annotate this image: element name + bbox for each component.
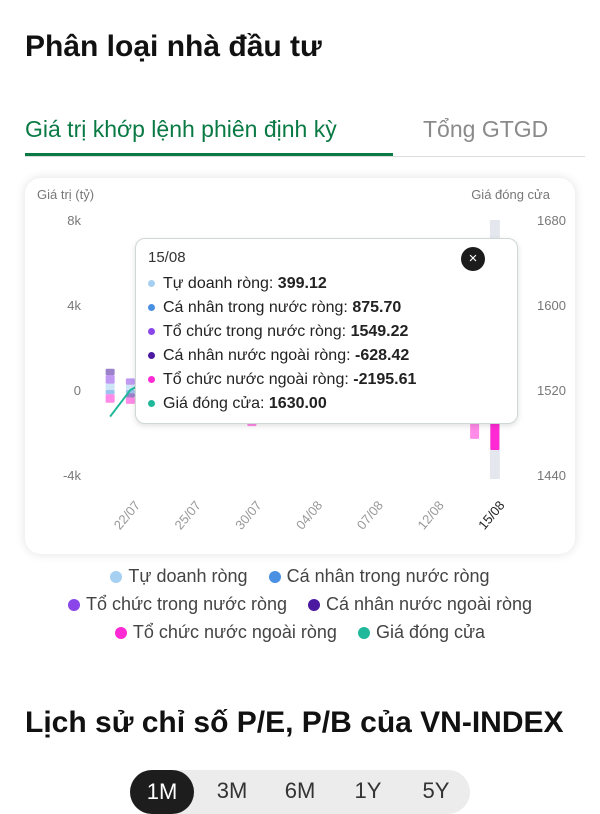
legend-label: Giá đóng cửa (375, 622, 486, 642)
tooltip-date: 15/08 (148, 249, 186, 266)
tooltip-value: 875.70 (352, 299, 402, 316)
chart-tooltip: 15/08 × Tự doanh ròng: 399.12 Cá nhân tr… (135, 238, 518, 424)
legend-label: Tự doanh ròng (128, 566, 248, 586)
bar-segment (125, 397, 135, 404)
legend-item-ca-nhan-nuoc-ngoai[interactable]: Cá nhân nước ngoài ròng (308, 594, 532, 615)
legend-row-3: Tổ chức nước ngoài ròng Giá đóng cửa (0, 622, 600, 643)
legend-label: Cá nhân trong nước ròng (286, 566, 490, 586)
right-tick-label: 1520 (537, 383, 566, 398)
tooltip-label: Giá đóng cửa: (163, 395, 265, 412)
x-tick-label: 30/07 (232, 498, 264, 533)
x-tick-label: 25/07 (171, 498, 203, 533)
tooltip-value: -628.42 (355, 347, 410, 364)
legend-dot-icon (110, 571, 123, 583)
tooltip-value: 1630.00 (268, 395, 327, 412)
period-5y[interactable]: 5Y (422, 778, 450, 803)
tooltip-label: Cá nhân nước ngoài ròng: (163, 347, 351, 364)
period-selector: 1M 3M 6M 1Y 5Y (130, 770, 470, 814)
dot-icon (148, 400, 155, 408)
dot-icon (148, 352, 155, 360)
left-axis-title: Giá trị (tỷ) (37, 187, 94, 202)
tooltip-row-gia-dong-cua: Giá đóng cửa: 1630.00 (148, 395, 327, 413)
right-tick-label: 1600 (537, 298, 566, 313)
legend-row-2: Tổ chức trong nước ròng Cá nhân nước ngo… (0, 594, 600, 615)
period-1m[interactable]: 1M (130, 770, 194, 814)
bar-segment (125, 378, 135, 385)
left-tick-label: -4k (63, 468, 82, 483)
bar-segment (105, 394, 115, 403)
left-tick-label: 4k (67, 298, 81, 313)
period-3m[interactable]: 3M (216, 778, 248, 803)
period-1y[interactable]: 1Y (354, 778, 382, 803)
tooltip-row-to-chuc-nuoc-ngoai: Tổ chức nước ngoài ròng: -2195.61 (148, 371, 416, 389)
tooltip-row-ca-nhan-nuoc-ngoai: Cá nhân nước ngoài ròng: -628.42 (148, 347, 409, 365)
right-tick-label: 1680 (537, 213, 566, 228)
tooltip-row-tu-doanh: Tự doanh ròng: 399.12 (148, 275, 327, 293)
tab-tong-gtgd[interactable]: Tổng GTGD (423, 116, 549, 142)
tooltip-label: Tổ chức trong nước ròng: (163, 323, 347, 340)
dot-icon (148, 376, 155, 384)
legend-dot-icon (67, 599, 80, 611)
right-tick-label: 1440 (537, 468, 566, 483)
legend-item-to-chuc-nuoc-ngoai[interactable]: Tổ chức nước ngoài ròng (114, 622, 337, 643)
active-tab-indicator (25, 153, 393, 156)
legend-dot-icon (357, 627, 370, 639)
dot-icon (148, 328, 155, 336)
legend-dot-icon (308, 599, 320, 611)
section-title-pe-pb: Lịch sử chỉ số P/E, P/B của VN-INDEX (25, 706, 564, 739)
x-tick-label: 15/08 (475, 498, 507, 533)
page-title: Phân loại nhà đầu tư (25, 30, 322, 63)
left-tick-label: 0 (74, 383, 81, 398)
legend-dot-icon (114, 627, 127, 639)
tooltip-value: 1549.22 (350, 323, 409, 340)
tab-gia-tri-khop-lenh[interactable]: Giá trị khớp lệnh phiên định kỳ (25, 116, 337, 142)
bar-segment (105, 383, 115, 390)
tooltip-label: Tổ chức nước ngoài ròng: (163, 371, 349, 388)
close-icon[interactable]: × (461, 247, 485, 271)
period-6m[interactable]: 6M (284, 778, 316, 803)
legend-row-1: Tự doanh ròng Cá nhân trong nước ròng (0, 566, 600, 587)
legend-label: Cá nhân nước ngoài ròng (326, 594, 532, 614)
x-tick-label: 22/07 (111, 498, 143, 533)
legend-item-ca-nhan-trong-nuoc[interactable]: Cá nhân trong nước ròng (268, 566, 490, 587)
tooltip-value: -2195.61 (353, 371, 417, 388)
tooltip-label: Cá nhân trong nước ròng: (163, 299, 348, 316)
legend-item-tu-doanh[interactable]: Tự doanh ròng (110, 566, 248, 587)
bar-segment (105, 390, 115, 395)
legend-item-to-chuc-trong-nuoc[interactable]: Tổ chức trong nước ròng (67, 594, 287, 615)
legend-label: Tổ chức trong nước ròng (85, 594, 287, 614)
dot-icon (148, 280, 155, 288)
bar-segment (105, 368, 115, 376)
tooltip-value: 399.12 (277, 275, 327, 292)
left-tick-label: 8k (67, 213, 81, 228)
tooltip-row-to-chuc-trong-nuoc: Tổ chức trong nước ròng: 1549.22 (148, 323, 408, 341)
legend-item-gia-dong-cua[interactable]: Giá đóng cửa (357, 622, 486, 643)
bar-segment (105, 375, 115, 384)
tooltip-label: Tự doanh ròng: (163, 275, 274, 292)
legend-dot-icon (268, 571, 281, 583)
right-axis-title: Giá đóng cửa (471, 187, 551, 202)
tab-bar: Giá trị khớp lệnh phiên định kỳ Tổng GTG… (25, 112, 585, 157)
legend-label: Tổ chức nước ngoài ròng (132, 622, 337, 642)
x-tick-label: 04/08 (293, 498, 325, 533)
chart-card: Giá trị (tỷ) Giá đóng cửa 8k 4k 0 -4k 1680 1600… (25, 178, 575, 554)
tooltip-row-ca-nhan-trong-nuoc: Cá nhân trong nước ròng: 875.70 (148, 299, 401, 317)
dot-icon (148, 304, 155, 312)
x-tick-label: 12/08 (414, 498, 446, 533)
x-tick-label: 07/08 (354, 498, 386, 533)
